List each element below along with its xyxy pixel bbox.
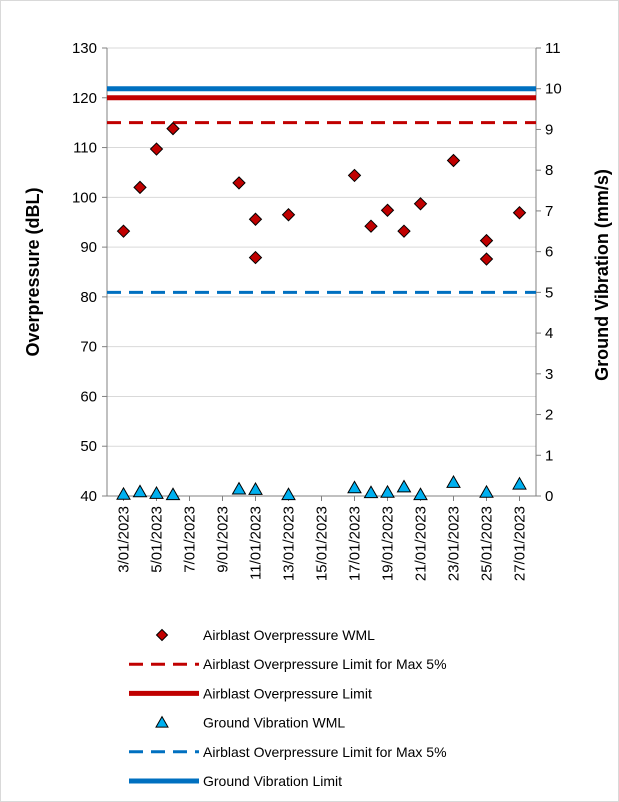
left-tick-label-2: 60 bbox=[80, 388, 97, 405]
left-axis-title: Overpressure (dBL) bbox=[23, 187, 43, 356]
overpressure-point-14 bbox=[479, 233, 494, 248]
left-tick-label-7: 110 bbox=[73, 140, 97, 157]
vibration-point-11 bbox=[413, 487, 428, 501]
x-tick-label-4: 11/01/2023 bbox=[248, 506, 265, 580]
right-tick-label-4: 4 bbox=[545, 325, 553, 342]
left-tick-label-6: 100 bbox=[72, 189, 97, 206]
vibration-point-2 bbox=[149, 486, 164, 499]
vibration-point-7 bbox=[347, 480, 362, 494]
x-tick-label-12: 27/01/2023 bbox=[512, 506, 529, 581]
x-tick-label-7: 17/01/2023 bbox=[347, 506, 364, 581]
legend-symbol-3 bbox=[155, 715, 169, 728]
left-tick-label-4: 80 bbox=[80, 289, 97, 306]
overpressure-point-5 bbox=[248, 212, 263, 226]
vibration-point-12 bbox=[446, 475, 461, 488]
legend-label-4: Airblast Overpressure Limit for Max 5% bbox=[203, 744, 447, 760]
overpressure-point-4 bbox=[232, 176, 246, 190]
x-tick-label-10: 23/01/2023 bbox=[446, 506, 463, 581]
right-tick-label-10: 10 bbox=[545, 81, 562, 98]
vibration-point-0 bbox=[116, 486, 131, 500]
overpressure-point-15 bbox=[479, 252, 494, 266]
x-tick-label-8: 19/01/2023 bbox=[380, 506, 397, 581]
legend-label-1: Airblast Overpressure Limit for Max 5% bbox=[203, 656, 447, 672]
x-tick-label-1: 5/01/2023 bbox=[149, 506, 166, 573]
overpressure-point-1 bbox=[133, 180, 147, 195]
left-tick-label-9: 130 bbox=[72, 40, 97, 57]
right-tick-label-2: 2 bbox=[545, 407, 553, 424]
legend-label-0: Airblast Overpressure WML bbox=[203, 627, 375, 643]
overpressure-point-0 bbox=[116, 224, 131, 238]
overpressure-point-13 bbox=[446, 153, 461, 168]
legend-label-2: Airblast Overpressure Limit bbox=[203, 685, 372, 701]
right-tick-label-3: 3 bbox=[545, 366, 553, 383]
overpressure-point-3 bbox=[166, 121, 180, 136]
right-tick-label-11: 11 bbox=[545, 40, 561, 57]
vibration-point-10 bbox=[396, 479, 412, 493]
overpressure-point-7 bbox=[281, 208, 296, 222]
right-tick-label-6: 6 bbox=[545, 244, 553, 261]
overpressure-point-10 bbox=[380, 203, 395, 217]
vibration-point-1 bbox=[132, 484, 148, 498]
x-tick-label-5: 13/01/2023 bbox=[281, 506, 298, 581]
vibration-point-5 bbox=[248, 481, 263, 495]
right-tick-label-9: 9 bbox=[545, 121, 553, 138]
right-tick-label-8: 8 bbox=[545, 162, 553, 179]
overpressure-point-2 bbox=[149, 142, 164, 156]
overpressure-point-16 bbox=[512, 206, 527, 220]
x-tick-label-3: 9/01/2023 bbox=[215, 506, 232, 573]
overpressure-point-9 bbox=[364, 219, 378, 233]
vibration-point-14 bbox=[512, 476, 527, 490]
overpressure-point-11 bbox=[397, 224, 411, 238]
right-tick-label-7: 7 bbox=[545, 203, 553, 220]
left-tick-label-8: 120 bbox=[72, 90, 97, 107]
left-tick-label-3: 70 bbox=[80, 339, 97, 356]
x-tick-label-6: 15/01/2023 bbox=[314, 506, 331, 581]
overpressure-point-8 bbox=[347, 168, 362, 183]
right-axis-title: Ground Vibration (mm/s) bbox=[592, 169, 612, 381]
overpressure-point-12 bbox=[413, 197, 428, 211]
x-tick-label-2: 7/01/2023 bbox=[182, 506, 199, 573]
right-tick-label-5: 5 bbox=[545, 284, 553, 301]
right-tick-label-0: 0 bbox=[545, 488, 553, 505]
x-tick-label-11: 25/01/2023 bbox=[479, 506, 496, 581]
legend-label-5: Ground Vibration Limit bbox=[203, 773, 342, 789]
left-tick-label-0: 40 bbox=[80, 488, 97, 505]
vibration-point-9 bbox=[380, 484, 395, 498]
legend-label-3: Ground Vibration WML bbox=[203, 715, 345, 731]
left-tick-label-5: 90 bbox=[80, 239, 97, 256]
vibration-point-6 bbox=[281, 487, 296, 501]
vibration-point-3 bbox=[165, 487, 181, 501]
x-tick-label-0: 3/01/2023 bbox=[116, 506, 133, 573]
left-tick-label-1: 50 bbox=[80, 438, 97, 455]
legend-symbol-0 bbox=[155, 628, 169, 642]
x-tick-label-9: 21/01/2023 bbox=[413, 506, 430, 581]
vibration-point-13 bbox=[479, 484, 494, 498]
vibration-point-8 bbox=[363, 485, 379, 499]
right-tick-label-1: 1 bbox=[545, 447, 553, 464]
vibration-point-4 bbox=[231, 481, 247, 495]
overpressure-point-6 bbox=[248, 250, 263, 265]
